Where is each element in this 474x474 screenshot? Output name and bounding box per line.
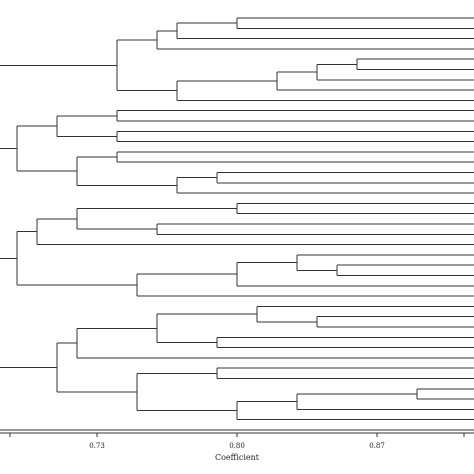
x-tick-label: 0.80 (229, 442, 245, 450)
x-tick-label: 0.87 (369, 442, 385, 450)
x-tick-label: 0.73 (89, 442, 105, 450)
x-axis-ticks: 0.73 0.80 0.87 (9, 433, 465, 450)
dendrogram-branches (0, 17, 474, 431)
x-axis-label: Coefficient (215, 453, 260, 462)
